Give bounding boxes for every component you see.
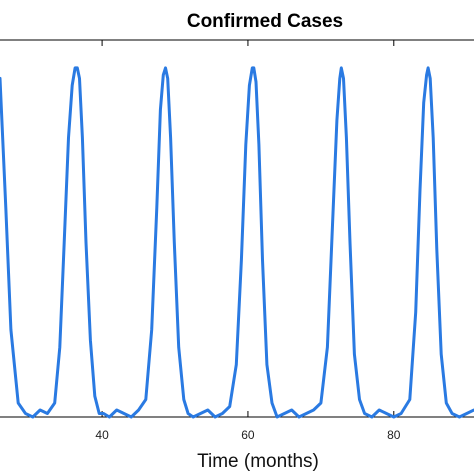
chart-title: Confirmed Cases — [187, 11, 343, 32]
x-tick-label: 40 — [95, 428, 109, 442]
x-axis-label: Time (months) — [197, 451, 319, 472]
x-axis-ticks: 40 60 80 — [95, 40, 401, 442]
plot-area-frame — [0, 39, 474, 418]
x-tick-label: 60 — [241, 428, 255, 442]
series-group — [0, 66, 474, 419]
x-tick-label: 80 — [387, 428, 401, 442]
series-line — [0, 66, 474, 419]
